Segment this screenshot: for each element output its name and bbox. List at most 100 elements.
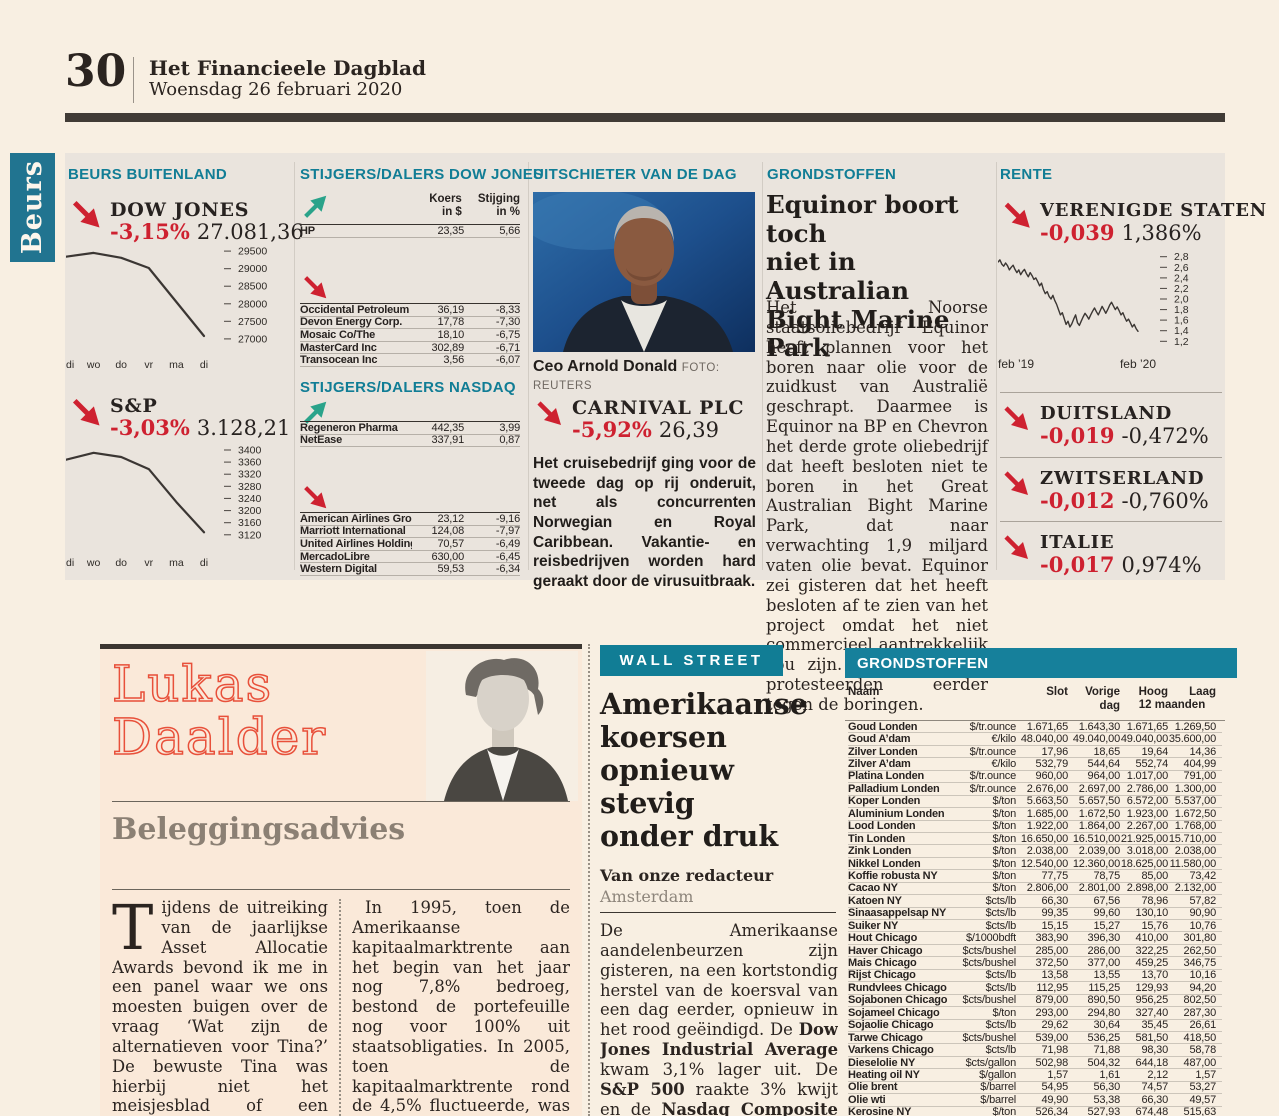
index-change-sp: -3,03% — [110, 415, 190, 440]
commodity-row: Sinaasappelsap NY $cts/lb 99,35 99,60 130,10… — [848, 907, 1222, 920]
rente-divider — [1000, 457, 1222, 458]
column-text-1-body: ijdens de uitreiking van de jaarlijkse A… — [112, 898, 328, 1116]
down-arrow-icon — [537, 401, 561, 425]
commodity-row: Tin Londen $/ton 16.650,00 16.510,00 21.925,… — [848, 833, 1222, 846]
rente-it-name: ITALIE — [1040, 532, 1115, 553]
rente-divider — [1000, 392, 1222, 393]
svg-text:wo: wo — [86, 359, 101, 371]
nasdaq-gainers: Regeneron Pharma 442,35 3,99 NetEase 337,91 0… — [300, 421, 520, 448]
wall-street-headline: Amerikaanse koersen opnieuw stevig onder… — [600, 687, 808, 854]
commodity-row: Zilver A’dam €/kilo 532,79 544,64 552,74 404,… — [848, 758, 1222, 771]
down-arrow-icon — [1004, 406, 1028, 430]
commodity-row: Zink Londen $/ton 2.038,00 2.039,00 3.018,00… — [848, 845, 1222, 858]
rente-de-name: DUITSLAND — [1040, 403, 1173, 424]
commodity-row: Platina Londen $/tr.ounce 960,00 964,00 1.01… — [848, 770, 1222, 784]
column-author: Lukas Daalder — [111, 655, 328, 766]
mover-row: Regeneron Pharma 442,35 3,99 — [300, 421, 520, 435]
svg-text:ma: ma — [169, 557, 184, 569]
svg-text:3200: 3200 — [238, 505, 262, 517]
uitschieter-value: 26,39 — [658, 418, 719, 442]
rente-divider — [1000, 521, 1222, 522]
svg-text:3320: 3320 — [238, 469, 262, 481]
svg-text:vr: vr — [144, 359, 153, 371]
col-spacer — [954, 686, 1016, 714]
svg-text:di: di — [66, 557, 74, 569]
rente-us-value: 1,386% — [1121, 221, 1202, 245]
svg-text:2,2: 2,2 — [1174, 283, 1189, 295]
svg-text:do: do — [115, 359, 127, 371]
page-number: 30 — [65, 46, 127, 97]
rente-de-change: -0,019 — [1040, 423, 1115, 448]
commodity-row: Tarwe Chicago $cts/bushel 539,00 536,25 581,… — [848, 1032, 1222, 1045]
date-line: Woensdag 26 februari 2020 — [149, 79, 403, 100]
uitschieter-values: -5,92% 26,39 — [572, 417, 719, 442]
svg-text:3160: 3160 — [238, 517, 262, 529]
commodity-row: Palladium Londen $/tr.ounce 2.676,00 2.697,… — [848, 783, 1222, 796]
svg-text:2,0: 2,0 — [1174, 294, 1189, 306]
rente-us-change: -0,039 — [1040, 220, 1115, 245]
column-divider — [112, 889, 570, 890]
mover-row: Transocean Inc 3,56 -6,07 — [300, 354, 520, 367]
wall-street-city: Amsterdam — [600, 887, 694, 906]
nasdaq-losers: American Airlines Group23,12-9,16Marriot… — [300, 512, 520, 576]
dow-jones-chart: 29500 29000 28500 28000 27500 27000 di wo do vr ma… — [66, 244, 288, 372]
mover-row: MasterCard Inc 302,89 -6,71 — [300, 341, 520, 355]
down-arrow-icon — [304, 276, 327, 299]
commodity-row: Olie wti $/barrel 49,90 53,38 66,30 49,57 — [848, 1094, 1222, 1107]
dow-gainers: HP 23,35 5,66 — [300, 224, 520, 238]
commodity-row: Sojaolie Chicago $cts/lb 29,62 30,64 35,45 26… — [848, 1019, 1222, 1032]
col-change-label: Stijging in % — [477, 193, 520, 219]
column-separator — [762, 162, 763, 570]
sp500-chart: 3400 3360 3320 3280 3240 3200 3160 3120 di wo do vr… — [66, 442, 288, 570]
index-values-dow: -3,15% 27.081,36 — [110, 219, 304, 244]
commodity-row: Kerosine NY $/ton 526,34 527,93 674,48 515,63 — [848, 1106, 1222, 1116]
wall-street-rule — [600, 912, 836, 913]
commodity-row: Nikkel Londen $/ton 12.540,00 12.360,00 18.6… — [848, 858, 1222, 871]
rente-ch-change: -0,012 — [1040, 488, 1115, 513]
col-vorige: Vorige dag — [1085, 686, 1120, 712]
rente-it-value: 0,974% — [1121, 553, 1202, 577]
commodity-row: Aluminium Londen $/ton 1.685,00 1.672,50 1.9… — [848, 808, 1222, 821]
author-photo — [426, 651, 578, 801]
heading-uitschieter: UITSCHIETER VAN DE DAG — [533, 166, 737, 183]
svg-text:2,8: 2,8 — [1174, 251, 1189, 263]
col-slot: Slot — [1046, 686, 1068, 698]
svg-text:feb ’20: feb ’20 — [1120, 357, 1156, 371]
svg-text:3360: 3360 — [238, 457, 262, 469]
commodities-table-header-bar: GRONDSTOFFEN — [845, 648, 1237, 678]
rente-us-values: -0,039 1,386% — [1040, 220, 1202, 245]
mover-row: Marriott International 124,08 -7,97 — [300, 525, 520, 539]
svg-text:1,8: 1,8 — [1174, 304, 1189, 316]
movers-table-header: Koers in $ Stijging in % — [395, 193, 520, 219]
down-arrow-icon — [72, 200, 100, 228]
heading-beurs-buitenland: BEURS BUITENLAND — [68, 166, 227, 183]
commodity-row: Olie brent $/barrel 54,95 56,30 74,57 53,27 — [848, 1081, 1222, 1095]
dow-losers: Occidental Petroleum 36,19 -8,33 Devon Ener… — [300, 303, 520, 367]
svg-text:28500: 28500 — [238, 281, 267, 293]
down-arrow-icon — [1004, 471, 1028, 495]
col-naam: Naam — [848, 686, 880, 698]
col-12-maanden: 12 maanden — [1138, 699, 1206, 711]
column-separator — [294, 162, 295, 570]
mover-row: MercadoLibre 630,00 -6,45 — [300, 550, 520, 564]
caption-name: Ceo Arnold Donald — [533, 358, 678, 375]
section-tab-beurs[interactable]: Beurs — [10, 153, 55, 262]
mover-row: Western Digital 59,53 -6,34 — [300, 563, 520, 576]
masthead: Het Financieele Dagblad — [149, 56, 426, 80]
commodities-column-headers: Naam Slot Vorige dag Hoog Laag — [845, 686, 1225, 714]
heading-rente: RENTE — [1000, 166, 1053, 183]
commodity-row: Rijst Chicago $cts/lb 13,58 13,55 13,70 10,16 — [848, 969, 1222, 983]
index-value-dow: 27.081,36 — [196, 220, 304, 244]
mover-row: Devon Energy Corp. 17,78 -7,30 — [300, 316, 520, 330]
wall-street-badge: WALL STREET — [600, 645, 783, 676]
svg-text:27000: 27000 — [238, 333, 267, 345]
rente-us-name: VERENIGDE STATEN — [1040, 200, 1267, 221]
commodity-row: Goud Londen $/tr.ounce 1.671,65 1.643,30 1.6… — [848, 721, 1222, 734]
up-arrow-icon — [304, 401, 327, 424]
rente-ch-name: ZWITSERLAND — [1040, 468, 1205, 489]
index-name-dow: DOW JONES — [110, 199, 250, 221]
svg-text:ma: ma — [169, 359, 184, 371]
svg-text:di: di — [66, 359, 74, 371]
header-divider — [133, 57, 134, 103]
